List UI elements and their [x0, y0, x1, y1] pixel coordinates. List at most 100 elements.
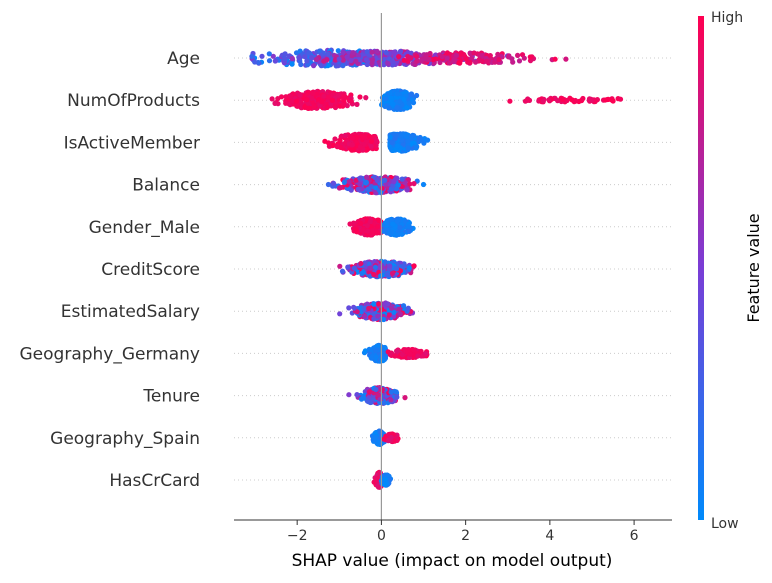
- shap-point: [444, 55, 450, 61]
- feature-row-guides: [234, 57, 672, 481]
- shap-point: [371, 301, 377, 307]
- shap-point: [427, 50, 433, 57]
- shap-point: [381, 316, 387, 323]
- shap-point: [405, 138, 411, 145]
- shap-point: [310, 90, 316, 97]
- shap-point: [362, 260, 368, 266]
- shap-point: [252, 59, 258, 65]
- x-axis-title: SHAP value (impact on model output): [292, 551, 613, 571]
- shap-point: [375, 313, 381, 319]
- shap-point: [344, 54, 350, 60]
- shap-point: [399, 231, 405, 237]
- shap-point: [278, 94, 285, 100]
- shap-point: [350, 50, 356, 56]
- shap-point: [373, 434, 379, 440]
- shap-point: [387, 263, 393, 269]
- shap-point: [296, 54, 302, 61]
- shap-point: [473, 59, 479, 65]
- shap-point: [467, 59, 473, 66]
- x-axis: −2 0 2 4 6: [234, 519, 672, 544]
- shap-point: [397, 224, 403, 231]
- shap-point: [374, 177, 380, 184]
- shap-point: [397, 48, 404, 55]
- shap-point: [369, 354, 376, 360]
- shap-point: [463, 56, 469, 62]
- shap-point: [366, 133, 372, 139]
- shap-point: [348, 57, 354, 64]
- shap-point: [385, 301, 391, 307]
- shap-point: [456, 60, 462, 66]
- shap-point: [269, 96, 275, 102]
- shap-point: [407, 181, 413, 187]
- shap-point: [336, 56, 342, 62]
- shap-point: [586, 97, 592, 103]
- shap-point: [378, 273, 384, 279]
- shap-point: [347, 221, 353, 227]
- shap-point: [390, 221, 396, 227]
- shap-point: [373, 386, 379, 392]
- shap-point: [391, 179, 397, 185]
- shap-point: [371, 271, 377, 278]
- shap-point: [337, 263, 343, 269]
- shap-point: [406, 100, 412, 106]
- shap-point: [401, 57, 407, 63]
- shap-point: [394, 91, 400, 97]
- shap-point: [425, 137, 431, 143]
- shap-point: [388, 389, 394, 395]
- shap-point: [375, 223, 381, 230]
- shap-point: [437, 59, 443, 66]
- colorbar-gradient: [698, 16, 704, 520]
- shap-point: [330, 180, 337, 186]
- shap-point: [386, 312, 392, 318]
- shap-point: [270, 53, 276, 59]
- shap-point: [363, 174, 370, 180]
- shap-point: [451, 57, 458, 63]
- shap-point: [402, 180, 408, 186]
- shap-point: [444, 50, 450, 56]
- shap-point: [357, 175, 363, 181]
- shap-point: [272, 100, 278, 106]
- shap-point: [418, 137, 424, 143]
- shap-point: [418, 58, 424, 64]
- shap-point: [374, 343, 380, 349]
- shap-point: [362, 313, 368, 319]
- shap-point: [389, 139, 395, 146]
- shap-point: [563, 56, 569, 62]
- shap-point: [380, 264, 386, 271]
- colorbar-low-label: Low: [711, 516, 739, 532]
- shap-point: [605, 96, 611, 102]
- shap-point: [617, 96, 624, 102]
- shap-point: [372, 184, 379, 191]
- shap-point: [396, 54, 402, 60]
- shap-point: [346, 179, 352, 185]
- feature-label: HasCrCard: [109, 471, 200, 491]
- shap-point: [384, 218, 390, 224]
- shap-point: [383, 181, 389, 187]
- shap-point: [384, 472, 390, 478]
- shap-point: [382, 482, 388, 488]
- shap-point: [338, 184, 344, 191]
- shap-point: [375, 392, 381, 398]
- shap-point: [405, 145, 411, 151]
- shap-point: [388, 397, 394, 403]
- shap-point: [373, 354, 379, 360]
- shap-point: [330, 142, 336, 148]
- shap-point: [389, 58, 395, 64]
- shap-point: [393, 132, 399, 139]
- shap-point: [334, 144, 340, 150]
- shap-point: [399, 132, 405, 138]
- shap-point: [363, 57, 370, 63]
- shap-point: [289, 55, 295, 62]
- shap-point: [423, 54, 429, 60]
- shap-point: [374, 229, 380, 235]
- shap-point: [346, 392, 352, 398]
- shap-point: [384, 272, 390, 278]
- shap-point: [388, 305, 395, 311]
- shap-point: [361, 305, 367, 311]
- shap-point: [610, 98, 616, 104]
- shap-point: [382, 96, 389, 102]
- shap-point: [414, 92, 420, 99]
- shap-point: [390, 183, 396, 189]
- shap-point: [411, 263, 417, 269]
